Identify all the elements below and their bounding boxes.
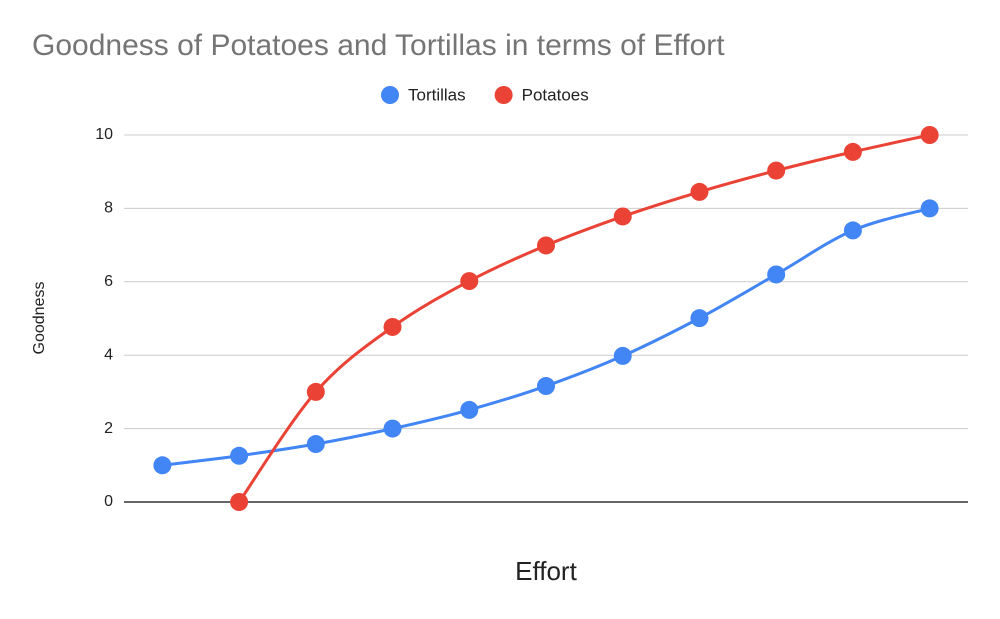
point xyxy=(843,142,862,161)
point xyxy=(613,207,632,226)
point xyxy=(383,317,402,336)
legend-label: Tortillas xyxy=(408,85,466,104)
y-tick-label: 8 xyxy=(104,200,113,217)
point xyxy=(767,161,786,180)
point xyxy=(690,309,709,328)
point xyxy=(460,400,479,419)
x-axis-label: Effort xyxy=(515,556,577,586)
point xyxy=(460,272,479,291)
legend-marker xyxy=(494,86,513,104)
point xyxy=(230,493,249,511)
point xyxy=(843,221,862,240)
point xyxy=(306,435,325,454)
line xyxy=(237,133,930,503)
legend-label: Potatoes xyxy=(522,85,589,104)
chart-title: Goodness of Potatoes and Tortillas in te… xyxy=(32,29,725,62)
y-tick-label: 10 xyxy=(95,126,113,143)
point xyxy=(920,126,939,144)
point xyxy=(537,236,555,255)
y-axis-label: Goodness xyxy=(31,282,48,355)
point xyxy=(383,419,402,438)
point xyxy=(690,182,709,201)
y-tick-label: 4 xyxy=(104,346,113,363)
point xyxy=(920,199,939,218)
point xyxy=(230,446,249,465)
y-tick-label: 0 xyxy=(104,493,113,510)
y-tick-label: 6 xyxy=(104,273,113,290)
point xyxy=(306,382,325,401)
point xyxy=(537,377,555,396)
legend-marker xyxy=(381,86,399,104)
point xyxy=(767,265,786,284)
y-tick-label: 2 xyxy=(104,420,113,437)
point xyxy=(613,346,632,365)
point xyxy=(153,456,172,475)
